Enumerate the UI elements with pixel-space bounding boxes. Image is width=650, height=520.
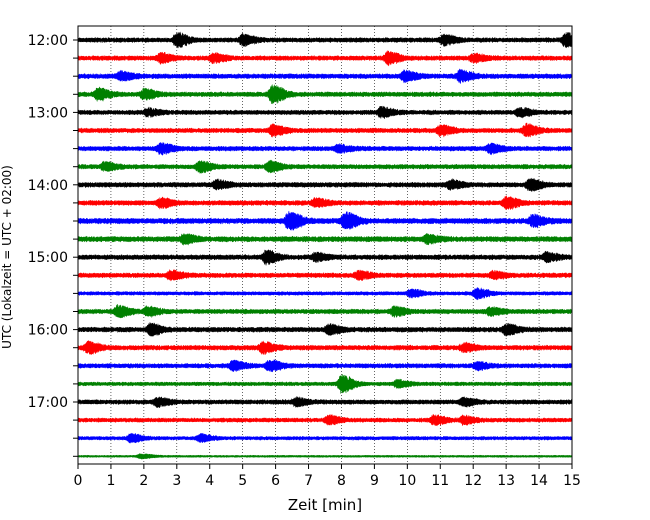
x-tick-label-2: 2: [139, 473, 148, 489]
x-tick-label-5: 5: [238, 473, 247, 489]
axis-layer: [77, 25, 573, 465]
x-tick-label-7: 7: [304, 473, 313, 489]
plot-frame: [77, 25, 573, 465]
x-tick-label-12: 12: [464, 473, 482, 489]
y-tick-label-1500: 15:00: [28, 250, 68, 266]
x-tick-label-13: 13: [497, 473, 515, 489]
y-tick-label-1700: 17:00: [28, 395, 68, 411]
x-tick-label-15: 15: [563, 473, 581, 489]
y-tick-label-1400: 14:00: [28, 178, 68, 194]
x-tick-label-6: 6: [271, 473, 280, 489]
x-tick-label-1: 1: [106, 473, 115, 489]
x-tick-label-10: 10: [398, 473, 416, 489]
x-tick-label-9: 9: [370, 473, 379, 489]
x-tick-label-0: 0: [74, 473, 83, 489]
y-tick-label-1300: 13:00: [28, 105, 68, 121]
y-axis-label: UTC (Lokalzeit = UTC + 02:00): [0, 165, 14, 349]
tick-layer: 0 1 2 3 4 5 6 7 8 9 10 11 12 13 14 1512:0013:0014:0015:…: [28, 33, 581, 489]
y-tick-label-1600: 16:00: [28, 323, 68, 339]
x-axis-label: Zeit [min]: [288, 496, 362, 514]
x-tick-label-3: 3: [172, 473, 181, 489]
x-tick-label-4: 4: [205, 473, 214, 489]
y-tick-label-1200: 12:00: [28, 33, 68, 49]
x-tick-label-8: 8: [337, 473, 346, 489]
x-tick-label-14: 14: [530, 473, 548, 489]
x-tick-label-11: 11: [431, 473, 449, 489]
